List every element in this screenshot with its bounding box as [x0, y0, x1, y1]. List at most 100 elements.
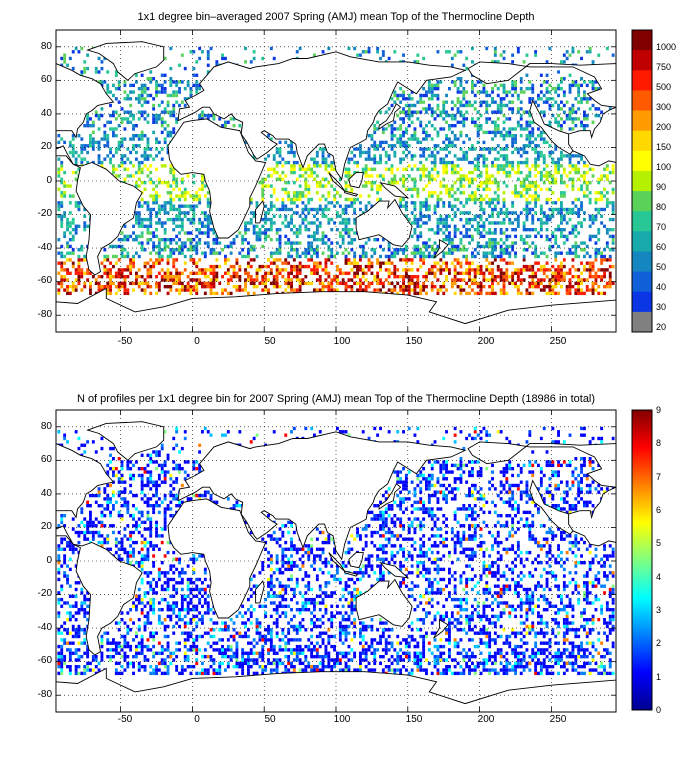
- data-cell: [126, 93, 130, 98]
- data-cell: [315, 164, 319, 168]
- data-cell: [485, 291, 489, 296]
- data-cell: [364, 288, 368, 292]
- data-cell: [508, 275, 512, 279]
- data-cell: [146, 591, 150, 595]
- colorbar-1-swatch: [632, 150, 652, 172]
- data-cell: [89, 285, 92, 289]
- data-cell: [522, 184, 526, 188]
- data-cell: [603, 258, 606, 262]
- data-cell: [83, 537, 87, 541]
- data-cell: [71, 66, 75, 71]
- data-cell: [264, 157, 268, 161]
- data-cell: [209, 46, 213, 51]
- data-cell: [206, 201, 210, 205]
- data-cell: [201, 187, 204, 192]
- data-cell: [528, 264, 532, 269]
- data-cell: [149, 231, 153, 235]
- data-cell: [450, 248, 454, 252]
- data-cell: [436, 50, 440, 54]
- data-cell: [126, 254, 130, 259]
- data-cell: [149, 221, 153, 225]
- data-cell: [313, 234, 316, 239]
- data-cell: [465, 221, 469, 225]
- data-cell: [516, 224, 520, 228]
- data-cell: [192, 197, 196, 202]
- data-cell: [534, 201, 538, 205]
- data-cell: [140, 170, 144, 175]
- data-cell: [77, 524, 81, 528]
- data-cell: [149, 207, 153, 212]
- data-cell: [554, 144, 558, 148]
- data-cell: [126, 251, 130, 255]
- data-cell: [531, 278, 535, 282]
- data-cell: [545, 214, 549, 218]
- data-cell: [301, 217, 305, 222]
- data-cell: [100, 514, 104, 518]
- data-cell: [68, 251, 72, 255]
- data-cell: [140, 554, 144, 558]
- data-cell: [574, 281, 578, 286]
- data-cell: [539, 150, 543, 155]
- data-cell: [249, 244, 253, 249]
- data-cell: [442, 177, 446, 181]
- data-cell: [117, 164, 121, 168]
- data-cell: [172, 261, 176, 265]
- data-cell: [574, 167, 578, 171]
- data-cell: [275, 228, 279, 232]
- data-cell: [123, 281, 127, 286]
- data-cell: [212, 113, 216, 118]
- data-cell: [364, 181, 368, 185]
- data-cell: [132, 473, 135, 478]
- data-cell: [427, 154, 431, 158]
- data-cell: [430, 177, 434, 181]
- data-cell: [152, 231, 156, 235]
- data-cell: [247, 278, 250, 282]
- data-cell: [80, 137, 84, 141]
- data-cell: [106, 154, 110, 158]
- data-cell: [473, 167, 477, 171]
- data-cell: [278, 160, 282, 165]
- data-cell: [554, 268, 558, 272]
- data-cell: [511, 201, 515, 205]
- data-cell: [63, 268, 67, 272]
- data-cell: [387, 254, 391, 259]
- data-cell: [499, 271, 503, 275]
- data-cell: [482, 275, 486, 279]
- data-cell: [169, 194, 173, 198]
- data-cell: [583, 211, 586, 215]
- data-cell: [224, 254, 227, 259]
- data-cell: [336, 228, 339, 232]
- data-cell: [448, 140, 451, 145]
- data-cell: [528, 100, 532, 104]
- data-cell: [367, 181, 371, 185]
- data-cell: [350, 241, 354, 245]
- data-cell: [413, 164, 417, 168]
- data-cell: [551, 291, 555, 296]
- data-cell: [310, 207, 314, 212]
- data-cell: [295, 278, 299, 282]
- data-cell: [514, 127, 517, 131]
- data-cell: [548, 207, 552, 212]
- data-cell: [539, 90, 543, 94]
- data-cell: [364, 150, 368, 155]
- data-cell: [433, 160, 437, 165]
- data-cell: [123, 500, 127, 504]
- data-cell: [135, 275, 138, 279]
- data-cell: [430, 107, 434, 111]
- data-cell: [583, 110, 586, 114]
- data-cell: [373, 181, 377, 185]
- data-cell: [476, 244, 480, 249]
- data-cell: [284, 174, 288, 178]
- data-cell: [157, 177, 161, 181]
- data-cell: [496, 197, 500, 202]
- data-cell: [367, 238, 371, 242]
- data-cell: [327, 258, 331, 262]
- data-cell: [155, 197, 158, 202]
- data-cell: [109, 547, 112, 551]
- data-cell: [562, 167, 566, 171]
- data-cell: [445, 100, 448, 104]
- data-cell: [109, 271, 112, 275]
- data-cell: [511, 167, 515, 171]
- data-cell: [588, 264, 592, 269]
- data-cell: [330, 288, 334, 292]
